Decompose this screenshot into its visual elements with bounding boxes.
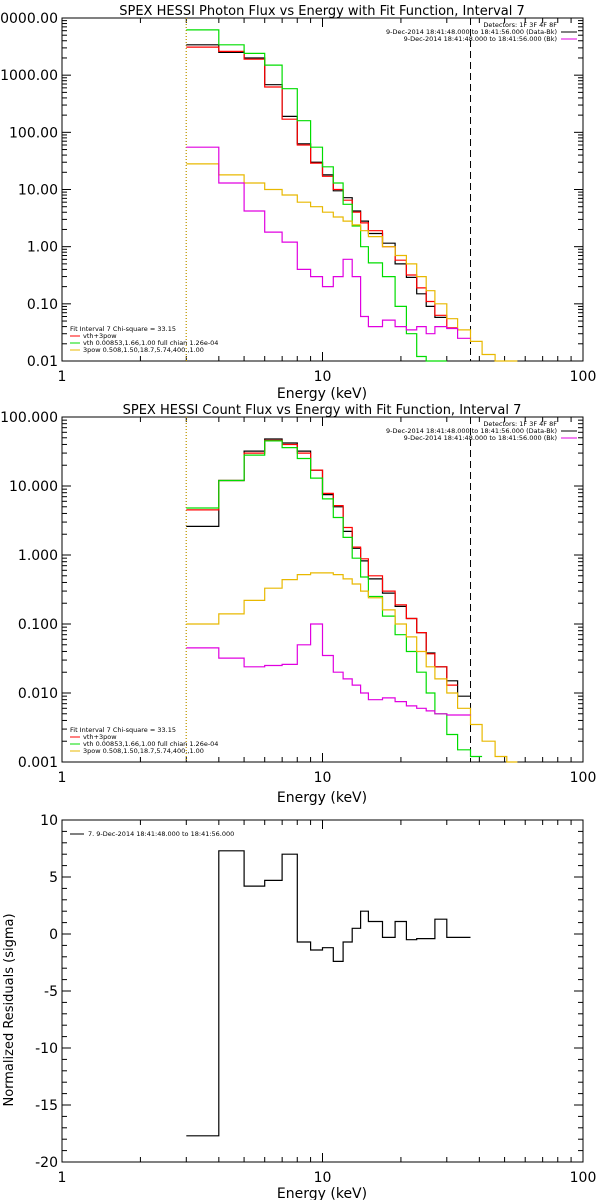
- legend-label: 3pow 0.508,1.50,18.7,5.74,400.,1.00: [83, 747, 204, 755]
- legend-label: vth 0.00853,1.66,1.00 full chian 1.26e-0…: [83, 740, 218, 748]
- y-tick-label: 1.00: [27, 240, 58, 256]
- x-tick-label: 1: [58, 770, 67, 786]
- y-tick-label: -10: [35, 1041, 58, 1057]
- legend-label: 9-Dec-2014 18:41:48.000 to 18:41:56.000 …: [386, 28, 557, 36]
- series-line: [186, 44, 447, 318]
- y-tick-label: 1.000: [18, 548, 58, 564]
- legend-label: vth 0.00853,1.66,1.00 full chian 1.26e-0…: [83, 339, 218, 347]
- x-tick-label: 10: [314, 369, 332, 385]
- x-tick-label: 1: [58, 369, 67, 385]
- y-tick-label: 1000.00: [0, 68, 58, 84]
- plot-frame: [61, 819, 584, 1163]
- series-line: [186, 440, 483, 758]
- y-axis-label: Normalized Residuals (sigma): [2, 913, 17, 1106]
- x-tick-label: 10: [314, 1170, 332, 1186]
- chart-title: SPEX HESSI Photon Flux vs Energy with Fi…: [119, 4, 525, 19]
- plot-frame: [61, 416, 584, 763]
- x-tick-label: 100: [570, 770, 597, 786]
- y-tick-label: 100.000: [0, 410, 58, 426]
- x-tick-label: 10: [314, 770, 332, 786]
- legend-label: 9-Dec-2014 18:41:48.000 to 18:41:56.000 …: [404, 35, 557, 43]
- y-tick-label: 5: [49, 870, 58, 886]
- y-tick-label: -15: [35, 1098, 58, 1114]
- series-line: [186, 146, 471, 339]
- series-line: [186, 850, 471, 1137]
- x-axis-label: Energy (keV): [277, 790, 367, 806]
- y-tick-label: -20: [35, 1155, 58, 1171]
- y-tick-label: 0.100: [18, 617, 58, 633]
- series-line: [186, 623, 471, 716]
- legend-label: Fit Interval 7 Chi-square = 33.15: [70, 325, 176, 333]
- plot-frame: [61, 17, 584, 362]
- series-line: [186, 29, 447, 362]
- y-tick-label: 10000.00: [0, 11, 58, 27]
- x-tick-label: 100: [570, 1170, 597, 1186]
- y-tick-label: 10.000: [9, 479, 58, 495]
- y-tick-label: 10.00: [18, 183, 58, 199]
- y-tick-label: 100.00: [9, 125, 58, 141]
- x-axis-label: Energy (keV): [277, 1186, 367, 1200]
- y-tick-label: 0.10: [27, 297, 58, 313]
- legend-label: Fit Interval 7 Chi-square = 33.15: [70, 726, 176, 734]
- legend-label: Detectors: 1F 3F 4F 8F: [483, 21, 557, 29]
- count-flux-panel: SPEX HESSI Count Flux vs Energy with Fit…: [0, 403, 596, 806]
- residuals-panel: Energy (keV) Normalized Residuals (sigma…: [2, 813, 596, 1200]
- y-tick-label: 10: [40, 813, 58, 829]
- legend-label: 9-Dec-2014 18:41:48.000 to 18:41:56.000 …: [386, 427, 557, 435]
- series-line: [186, 572, 518, 763]
- legend-label: vth+3pow: [83, 733, 117, 741]
- x-tick-label: 1: [58, 1170, 67, 1186]
- y-tick-label: 0.010: [18, 686, 58, 702]
- y-tick-label: 0.001: [18, 755, 58, 771]
- legend-label: Detectors: 1F 3F 4F 8F: [483, 420, 557, 428]
- y-tick-label: 0.01: [27, 354, 58, 370]
- photon-flux-panel: SPEX HESSI Photon Flux vs Energy with Fi…: [0, 4, 596, 402]
- legend-label: 3pow 0.508,1.50,18.7,5.74,400.,1.00: [83, 346, 204, 354]
- x-tick-label: 100: [570, 369, 597, 385]
- x-axis-label: Energy (keV): [277, 386, 367, 402]
- legend-label: 7. 9-Dec-2014 18:41:48.000 to 18:41:56.0…: [88, 830, 234, 838]
- legend-label: vth+3pow: [83, 332, 117, 340]
- legend-label: 9-Dec-2014 18:41:48.000 to 18:41:56.000 …: [404, 434, 557, 442]
- y-tick-label: 0: [49, 927, 58, 943]
- chart-title: SPEX HESSI Count Flux vs Energy with Fit…: [123, 403, 522, 418]
- y-tick-label: -5: [44, 984, 58, 1000]
- series-line: [186, 438, 471, 697]
